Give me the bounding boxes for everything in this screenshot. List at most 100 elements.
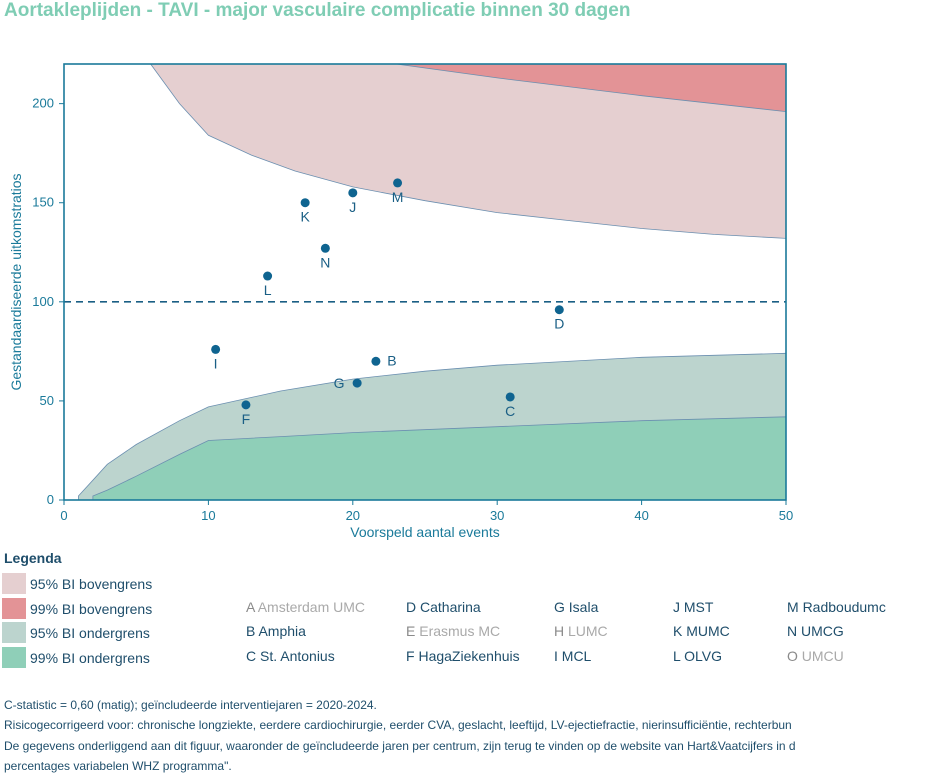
center-m: M Radboudumc xyxy=(787,599,886,615)
legend-title: Legenda xyxy=(4,550,62,566)
center-name: MUMC xyxy=(686,623,730,639)
page-title: Aortakleplijden - TAVI - major vasculair… xyxy=(4,0,631,21)
center-code: C xyxy=(246,648,260,664)
plot-frame xyxy=(63,63,787,501)
center-k: K MUMC xyxy=(673,623,730,639)
center-name: UMCG xyxy=(801,623,844,639)
center-name: OLVG xyxy=(684,648,723,664)
x-axis-label: Voorspeld aantal events xyxy=(350,524,499,540)
center-name: St. Antonius xyxy=(260,648,335,664)
y-tick-label: 50 xyxy=(40,393,54,408)
y-tick-label: 150 xyxy=(32,195,54,210)
center-i: I MCL xyxy=(554,648,591,664)
legend-swatch xyxy=(2,573,26,594)
center-name: Amsterdam UMC xyxy=(257,599,366,615)
funnel-plot: 0 10 20 30 40 50 0 50 100 150 200 Voorspeld aanta… xyxy=(8,63,793,540)
center-code: G xyxy=(554,599,569,615)
data-point-n xyxy=(320,243,330,253)
center-code: D xyxy=(406,599,420,615)
data-point-m xyxy=(393,178,403,188)
center-name: UMCU xyxy=(801,648,844,664)
data-point-label: I xyxy=(214,355,218,371)
center-code: A xyxy=(246,599,258,615)
center-j: J MST xyxy=(673,599,713,615)
legend-label: 95% BI bovengrens xyxy=(30,576,153,592)
data-point-i xyxy=(211,344,221,354)
band-lower99 xyxy=(92,416,786,500)
data-point-label: J xyxy=(349,199,356,215)
x-tick-label: 30 xyxy=(490,508,504,523)
center-b: B Amphia xyxy=(246,623,306,639)
legend-item: 99% BI ondergrens xyxy=(2,646,202,668)
center-n: N UMCG xyxy=(787,623,844,639)
center-code: O xyxy=(787,648,802,664)
x-tick-label: 20 xyxy=(346,508,360,523)
center-code: H xyxy=(554,623,568,639)
x-axis: 0 10 20 30 40 50 xyxy=(60,500,793,523)
data-point-g xyxy=(352,378,362,388)
data-point-label: B xyxy=(387,352,396,368)
data-point-k xyxy=(300,198,310,208)
footnote: Risicogecorrigeerd voor: chronische long… xyxy=(4,718,792,732)
y-axis: 0 50 100 150 200 xyxy=(32,96,64,507)
legend-item: 95% BI bovengrens xyxy=(2,573,202,594)
x-tick-label: 10 xyxy=(201,508,215,523)
y-tick-label: 200 xyxy=(32,96,54,111)
center-name: HagaZiekenhuis xyxy=(418,648,520,664)
confidence-bands xyxy=(77,64,786,500)
x-tick-label: 40 xyxy=(634,508,648,523)
data-point-label: N xyxy=(320,254,330,270)
data-point-d xyxy=(554,305,564,315)
legend-item: 99% BI bovengrens xyxy=(2,597,202,619)
data-point-b xyxy=(371,356,381,366)
legend-item: 95% BI ondergrens xyxy=(2,622,202,643)
center-code: M xyxy=(787,599,803,615)
center-name: Erasmus MC xyxy=(419,623,501,639)
center-o: O UMCU xyxy=(787,648,844,664)
center-e: E Erasmus MC xyxy=(406,623,500,639)
footnote: C-statistic = 0,60 (matig); geïncludeerd… xyxy=(4,698,377,712)
center-a: A Amsterdam UMC xyxy=(246,599,365,615)
center-l: L OLVG xyxy=(673,648,722,664)
x-tick-label: 0 xyxy=(60,508,67,523)
data-point-label: G xyxy=(334,375,345,391)
center-name: Isala xyxy=(568,599,599,615)
data-point-c xyxy=(505,392,515,402)
center-code: I xyxy=(554,648,562,664)
legend-label: 99% BI bovengrens xyxy=(30,600,153,617)
center-code: J xyxy=(673,599,684,615)
footnote: percentages variabelen WHZ programma". xyxy=(4,759,232,773)
data-point-j xyxy=(348,188,358,198)
legend-swatch xyxy=(2,597,26,619)
band-upper99 xyxy=(395,64,786,113)
center-c: C St. Antonius xyxy=(246,648,335,664)
center-name: Radboudumc xyxy=(802,599,886,615)
x-tick-label: 50 xyxy=(779,508,793,523)
center-h: H LUMC xyxy=(554,623,608,639)
data-point-l xyxy=(263,271,273,281)
data-point-label: K xyxy=(300,209,310,225)
center-name: MST xyxy=(683,599,714,615)
center-code: E xyxy=(406,623,420,639)
center-code: K xyxy=(673,623,687,639)
center-f: F HagaZiekenhuis xyxy=(406,648,520,664)
center-code: N xyxy=(787,623,801,639)
y-tick-label: 0 xyxy=(47,492,54,507)
footnote: De gegevens onderliggend aan dit figuur,… xyxy=(4,739,796,753)
data-point-label: C xyxy=(505,403,515,419)
legend-label: 99% BI ondergrens xyxy=(30,649,150,666)
y-axis-label: Gestandaardiseerde uitkomstratios xyxy=(8,173,24,390)
data-point-f xyxy=(241,400,251,410)
legend-swatch xyxy=(2,646,26,668)
center-code: L xyxy=(673,648,685,664)
data-point-label: D xyxy=(554,316,564,332)
data-point-label: L xyxy=(264,282,272,298)
data-points: K J M N L D I B G F C xyxy=(211,178,564,427)
legend-swatch xyxy=(2,622,26,643)
center-g: G Isala xyxy=(554,599,598,615)
band-upper95 xyxy=(150,64,786,239)
center-code: F xyxy=(406,648,419,664)
center-code: B xyxy=(246,623,259,639)
center-name: Catharina xyxy=(420,599,481,615)
legend-label: 95% BI ondergrens xyxy=(30,625,150,641)
